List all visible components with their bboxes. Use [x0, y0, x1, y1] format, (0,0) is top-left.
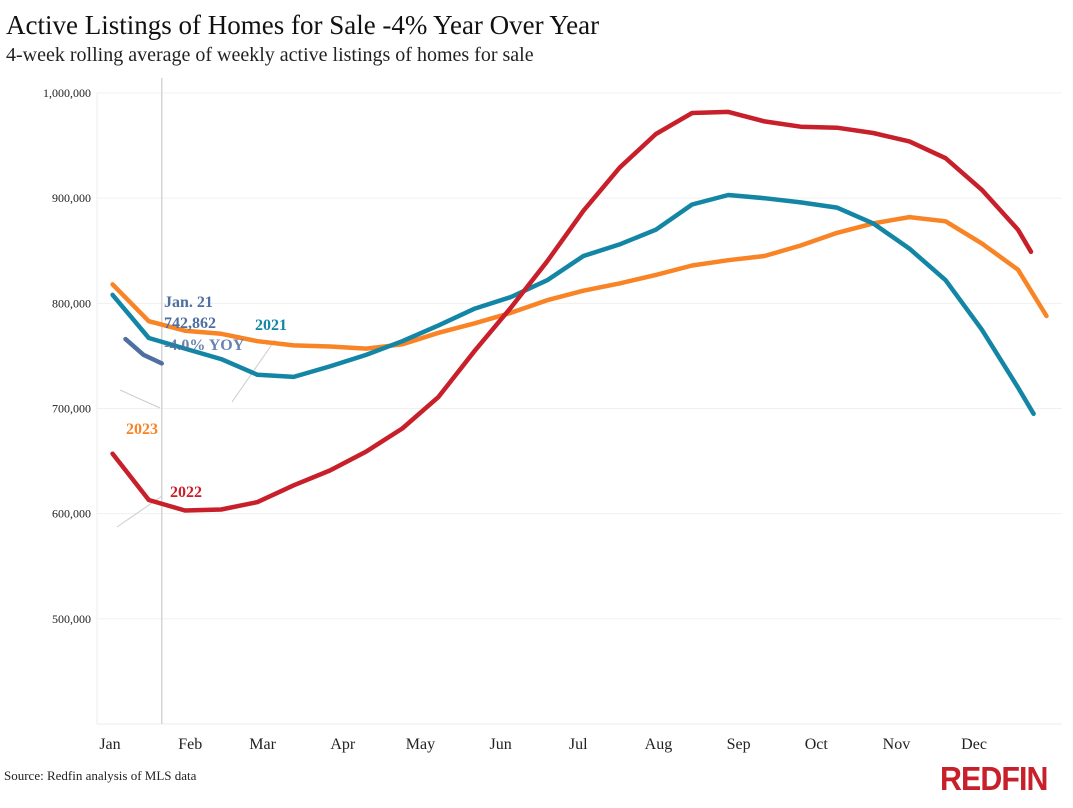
x-tick-label: Jan — [99, 736, 120, 753]
chart-subtitle: 4-week rolling average of weekly active … — [6, 44, 534, 66]
x-axis: Jan Feb Mar Apr May Jun Jul Aug Sep Oct Nov Dec — [99, 736, 987, 753]
y-tick-label: 500,000 — [52, 612, 91, 626]
series-line-2021 — [110, 192, 1036, 417]
label-2021: 2021 — [255, 317, 287, 334]
x-tick-label: Jun — [490, 736, 512, 753]
redfin-logo: REDFIN — [940, 760, 1048, 797]
x-tick-label: Oct — [805, 736, 829, 753]
highlight-date-label: Jan. 21 — [164, 294, 213, 311]
y-tick-label: 1,000,000 — [43, 86, 91, 100]
highlight-yoy-label: -4.0% YOY — [164, 337, 245, 354]
x-tick-label: Nov — [883, 736, 911, 753]
label-2022: 2022 — [170, 484, 202, 501]
x-tick-label: Aug — [645, 736, 673, 753]
x-tick-label: Feb — [178, 736, 202, 753]
y-axis: 500,000 600,000 700,000 800,000 900,000 1,000… — [43, 86, 91, 626]
leader-line — [119, 389, 161, 409]
label-2023: 2023 — [126, 421, 158, 438]
source-note: Source: Redfin analysis of MLS data — [4, 768, 197, 783]
series-line-current — [123, 336, 164, 366]
highlight-value-label: 742,862 — [164, 315, 216, 332]
x-tick-label: Sep — [727, 736, 751, 753]
series-line-2023 — [110, 214, 1049, 351]
series-line-2022 — [110, 109, 1034, 513]
y-tick-label: 700,000 — [52, 402, 91, 416]
x-tick-label: Apr — [330, 736, 356, 753]
x-tick-label: May — [406, 736, 435, 753]
x-tick-label: Jul — [569, 736, 588, 753]
gridlines — [96, 92, 1062, 725]
x-tick-label: Dec — [961, 736, 987, 753]
chart-title: Active Listings of Homes for Sale -4% Ye… — [6, 10, 600, 40]
series-lines — [110, 109, 1049, 513]
y-tick-label: 600,000 — [52, 507, 91, 521]
y-tick-label: 800,000 — [52, 296, 91, 310]
y-tick-label: 900,000 — [52, 191, 91, 205]
x-tick-label: Mar — [249, 736, 276, 753]
